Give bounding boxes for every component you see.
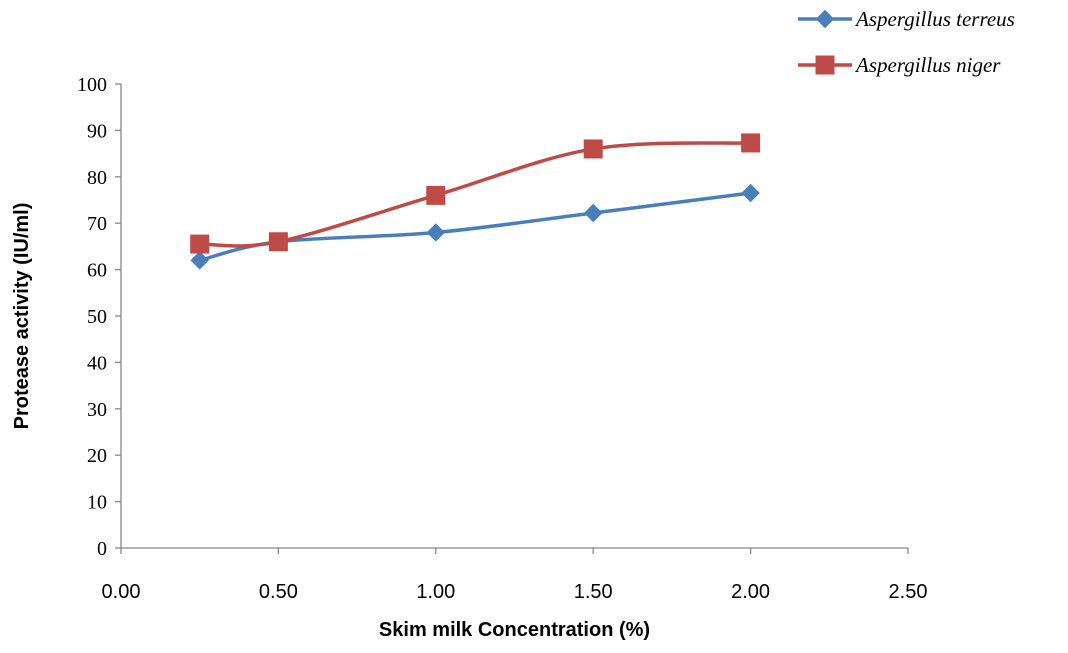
x-tick-label: 0.00 (102, 581, 141, 603)
series (190, 133, 761, 270)
legend-square-marker (815, 55, 835, 75)
ticks: 0 10 20 30 40 50 60 70 80 90 100 0.00 0.50 1.00 1.50 2.… (77, 74, 927, 603)
legend-label: Aspergillus niger (854, 53, 1001, 77)
y-tick-label: 100 (77, 74, 107, 96)
series-1 (190, 183, 760, 270)
legend-item: Aspergillus niger (798, 53, 1001, 77)
legend-item: Aspergillus terreus (798, 7, 1015, 31)
x-tick-label: 1.00 (416, 581, 455, 603)
y-tick-label: 0 (97, 538, 107, 560)
legend-label: Aspergillus terreus (854, 7, 1015, 31)
data-point-square (268, 232, 288, 252)
y-tick-label: 50 (87, 306, 107, 328)
y-tick-label: 40 (87, 352, 107, 374)
data-point-square (741, 133, 761, 153)
y-tick-label: 30 (87, 399, 107, 421)
y-tick-label: 90 (87, 120, 107, 142)
data-point-square (426, 185, 446, 205)
x-tick-label: 1.50 (574, 581, 613, 603)
y-tick-label: 60 (87, 260, 107, 282)
data-point-diamond (426, 223, 446, 242)
y-tick-label: 80 (87, 167, 107, 189)
series-line (197, 141, 753, 248)
data-point-diamond (741, 183, 760, 203)
y-tick-label: 70 (87, 213, 107, 235)
y-tick-label: 20 (87, 445, 107, 467)
y-axis-title: Protease activity (IU/ml) (11, 203, 33, 430)
legend-diamond-marker (815, 9, 835, 29)
data-point-diamond (583, 203, 603, 223)
data-point-square (190, 234, 210, 254)
x-tick-label: 0.50 (259, 581, 298, 603)
x-tick-label: 2.00 (731, 581, 770, 603)
legend: Aspergillus terreus Aspergillus niger (798, 7, 1015, 77)
data-point-square (583, 139, 603, 159)
data-point-diamond (190, 251, 209, 270)
y-tick-label: 10 (87, 492, 107, 514)
series-2 (190, 133, 761, 254)
x-axis-title: Skim milk Concentration (%) (379, 619, 650, 641)
axes (120, 84, 908, 549)
x-tick-label: 2.50 (889, 581, 928, 603)
